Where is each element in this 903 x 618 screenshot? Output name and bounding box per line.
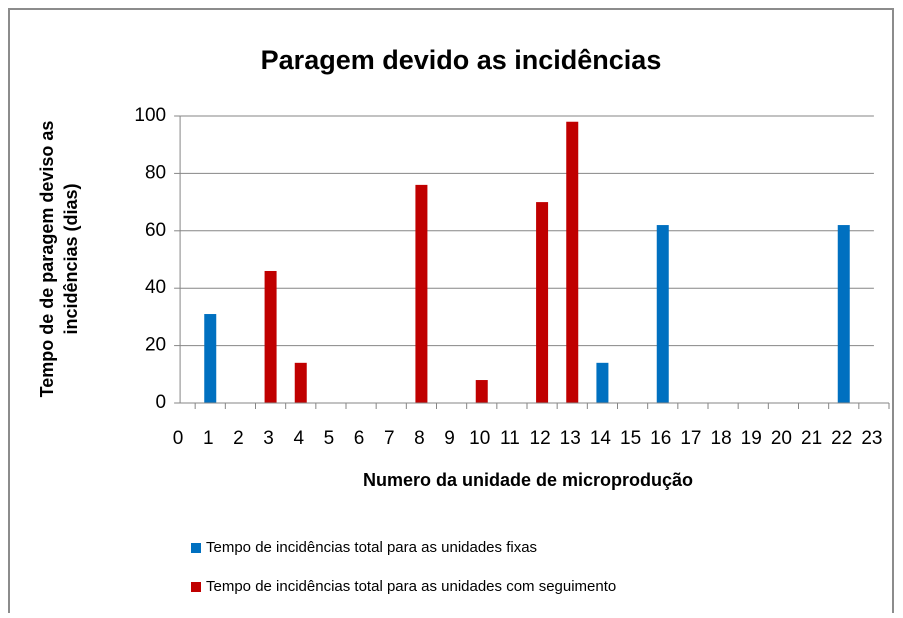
x-tick-label: 7: [384, 428, 395, 449]
chart-frame: [8, 8, 894, 618]
x-tick-label: 15: [620, 428, 641, 449]
bar: [656, 225, 669, 403]
x-tick-label: 18: [711, 428, 732, 449]
bar: [536, 202, 549, 403]
legend-label: Tempo de incidências total para as unida…: [206, 578, 616, 595]
y-tick-label: 20: [145, 335, 166, 356]
y-axis-label: incidências (dias): [61, 183, 81, 334]
x-tick-label: 3: [263, 428, 274, 449]
y-tick-label: 80: [145, 162, 166, 183]
x-tick-label: 19: [741, 428, 762, 449]
x-tick-label: 0: [173, 428, 184, 449]
y-tick-label: 0: [156, 392, 167, 413]
bar: [475, 380, 488, 403]
x-tick-label: 10: [469, 428, 490, 449]
x-tick-label: 9: [444, 428, 455, 449]
x-tick-label: 20: [771, 428, 792, 449]
legend-swatch: [191, 543, 201, 553]
x-tick-label: 14: [590, 428, 612, 449]
x-tick-label: 8: [414, 428, 425, 449]
bar: [837, 225, 850, 403]
bar: [294, 362, 307, 403]
x-tick-label: 12: [530, 428, 551, 449]
bar: [415, 184, 428, 403]
x-tick-label: 11: [500, 428, 520, 449]
x-tick-label: 21: [801, 428, 822, 449]
x-tick-label: 6: [354, 428, 365, 449]
x-tick-label: 23: [861, 428, 882, 449]
x-tick-label: 4: [293, 428, 304, 449]
legend-label: Tempo de incidências total para as unida…: [206, 539, 537, 556]
x-tick-label: 17: [680, 428, 701, 449]
x-tick-label: 22: [831, 428, 852, 449]
x-tick-label: 1: [203, 428, 214, 449]
x-axis-label: Numero da unidade de microprodução: [363, 470, 693, 490]
bar: [204, 314, 217, 403]
bar: [264, 270, 277, 403]
x-tick-label: 13: [560, 428, 581, 449]
y-tick-label: 60: [145, 220, 166, 241]
x-tick-label: 16: [650, 428, 671, 449]
y-tick-label: 100: [134, 105, 166, 126]
chart-title: Paragem devido as incidências: [261, 45, 662, 75]
y-tick-label: 40: [145, 277, 166, 298]
legend-swatch: [191, 582, 201, 592]
x-tick-label: 2: [233, 428, 244, 449]
bar: [596, 362, 609, 403]
y-axis-label: Tempo de de paragem deviso as: [37, 121, 57, 398]
bar: [566, 121, 579, 404]
x-tick-label: 5: [324, 428, 335, 449]
